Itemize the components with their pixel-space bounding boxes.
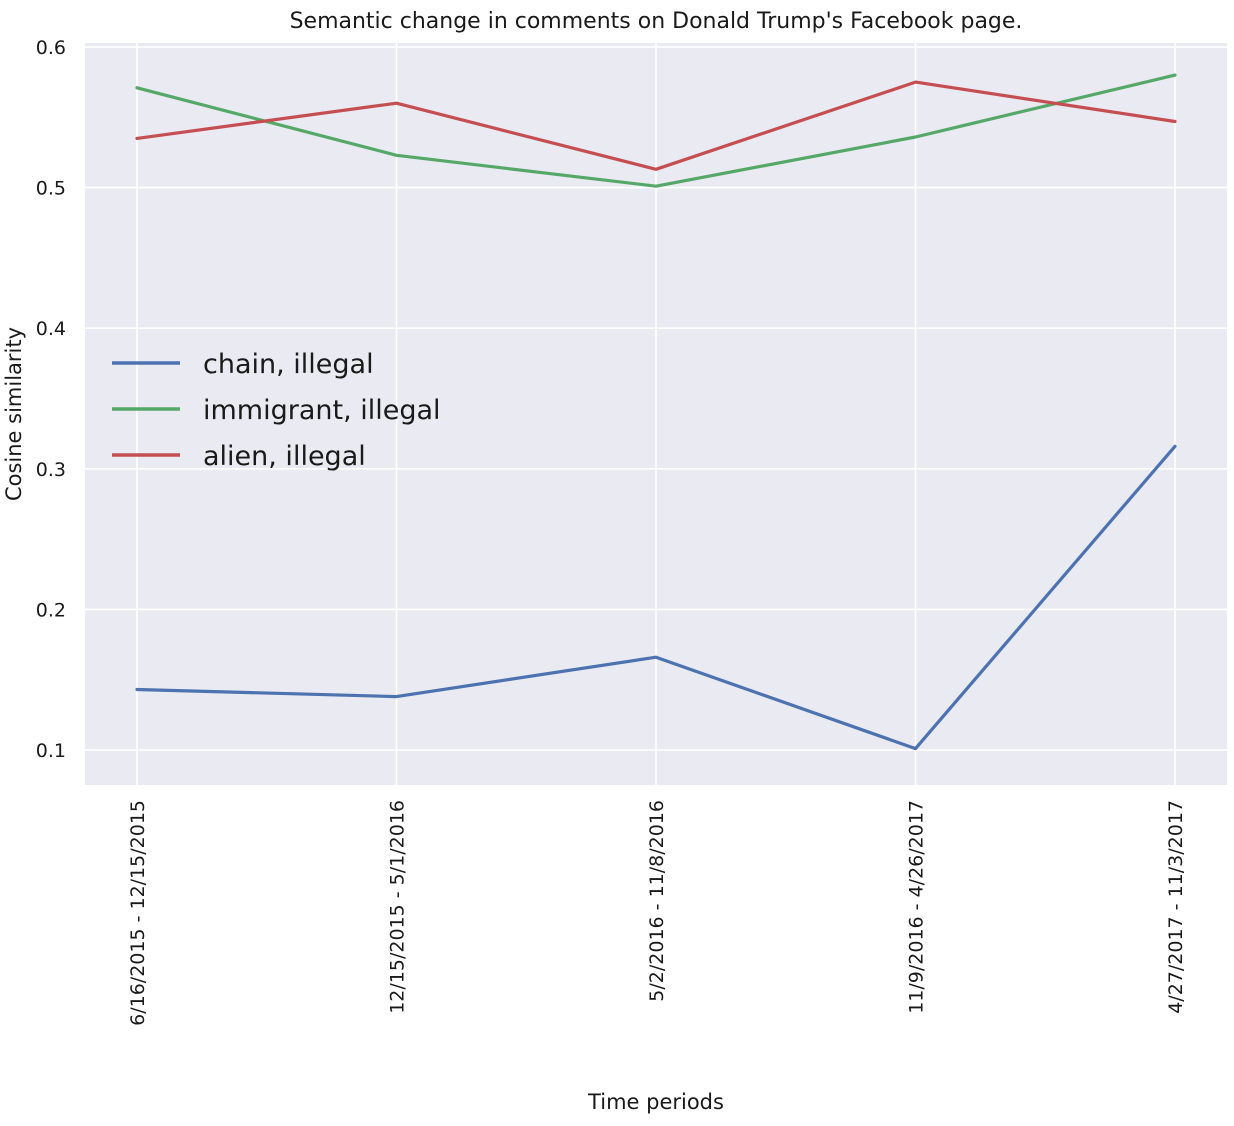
y-tick-label: 0.2	[36, 599, 66, 621]
x-tick-label: 5/2/2016 - 11/8/2016	[646, 800, 668, 1002]
y-tick-label: 0.6	[36, 37, 66, 59]
x-tick-label: 6/16/2015 - 12/15/2015	[127, 800, 149, 1026]
y-tick-label: 0.4	[36, 318, 66, 340]
series-line-immigrant-illegal	[135, 73, 1177, 188]
legend-label: immigrant, illegal	[203, 395, 441, 426]
legend-label: alien, illegal	[203, 441, 366, 472]
legend: chain, illegal immigrant, illegal alien, i…	[112, 349, 441, 472]
x-tick-labels: 6/16/2015 - 12/15/2015 12/15/2015 - 5/1/2…	[127, 800, 1187, 1026]
series-line-alien-illegal	[135, 80, 1177, 171]
x-tick-label: 4/27/2017 - 11/3/2017	[1165, 800, 1187, 1014]
y-tick-label: 0.1	[36, 740, 66, 762]
grid-lines	[85, 43, 1227, 785]
y-tick-label: 0.3	[36, 459, 66, 481]
y-axis-label: Cosine similarity	[2, 327, 26, 501]
series-lines	[135, 73, 1177, 751]
chart-title: Semantic change in comments on Donald Tr…	[290, 9, 1023, 34]
x-axis-label: Time periods	[587, 1090, 724, 1114]
y-tick-label: 0.5	[36, 178, 66, 200]
series-line-chain-illegal	[135, 444, 1177, 751]
x-tick-label: 12/15/2015 - 5/1/2016	[387, 800, 409, 1014]
x-tick-label: 11/9/2016 - 4/26/2017	[906, 800, 928, 1014]
legend-label: chain, illegal	[203, 349, 374, 380]
y-tick-labels: 0.1 0.2 0.3 0.4 0.5 0.6	[36, 37, 66, 762]
